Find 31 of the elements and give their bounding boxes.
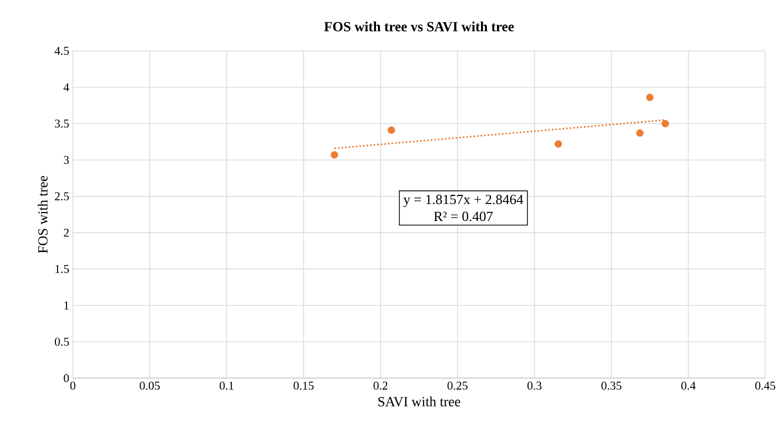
- x-axis-title: SAVI with tree: [378, 396, 460, 406]
- x-tick-label: 0.05: [140, 382, 160, 390]
- x-tick-label: 0.25: [448, 382, 468, 390]
- y-tick-label: 2: [64, 228, 69, 237]
- annotation: y = 1.8157x + 2.8464: [403, 194, 524, 208]
- point: [662, 120, 669, 128]
- y-axis-title: FOS with tree: [38, 176, 48, 254]
- x-tick-label: 0.2: [374, 382, 388, 390]
- chart-title: FOS with tree vs SAVI with tree: [324, 22, 514, 32]
- y-tick-label: 3.5: [54, 120, 69, 128]
- x-tick-label: 0.3: [527, 382, 542, 390]
- y-tick-label: 0: [64, 374, 69, 382]
- x-tick-label: 0: [70, 382, 76, 390]
- point: [646, 94, 654, 102]
- y-tick-label: 1.5: [55, 265, 69, 274]
- y-tick-label: 2.5: [54, 192, 69, 200]
- point: [388, 126, 396, 134]
- y-tick-label: 4.5: [54, 46, 69, 55]
- point: [636, 129, 644, 137]
- y-tick-label: 0.5: [54, 338, 69, 346]
- x-tick-label: 0.45: [755, 382, 776, 390]
- x-tick-label: 0.35: [601, 382, 622, 390]
- y-tick-label: 3: [64, 156, 69, 164]
- y-tick-label: 1: [64, 301, 69, 310]
- point: [330, 151, 338, 159]
- x-tick-label: 0.1: [220, 382, 234, 390]
- x-tick-label: 0.15: [294, 382, 314, 390]
- point: [554, 140, 562, 148]
- y-tick-label: 4: [64, 83, 70, 92]
- x-tick-label: 0.4: [681, 382, 696, 390]
- annotation: R² = 0.407: [434, 212, 493, 222]
